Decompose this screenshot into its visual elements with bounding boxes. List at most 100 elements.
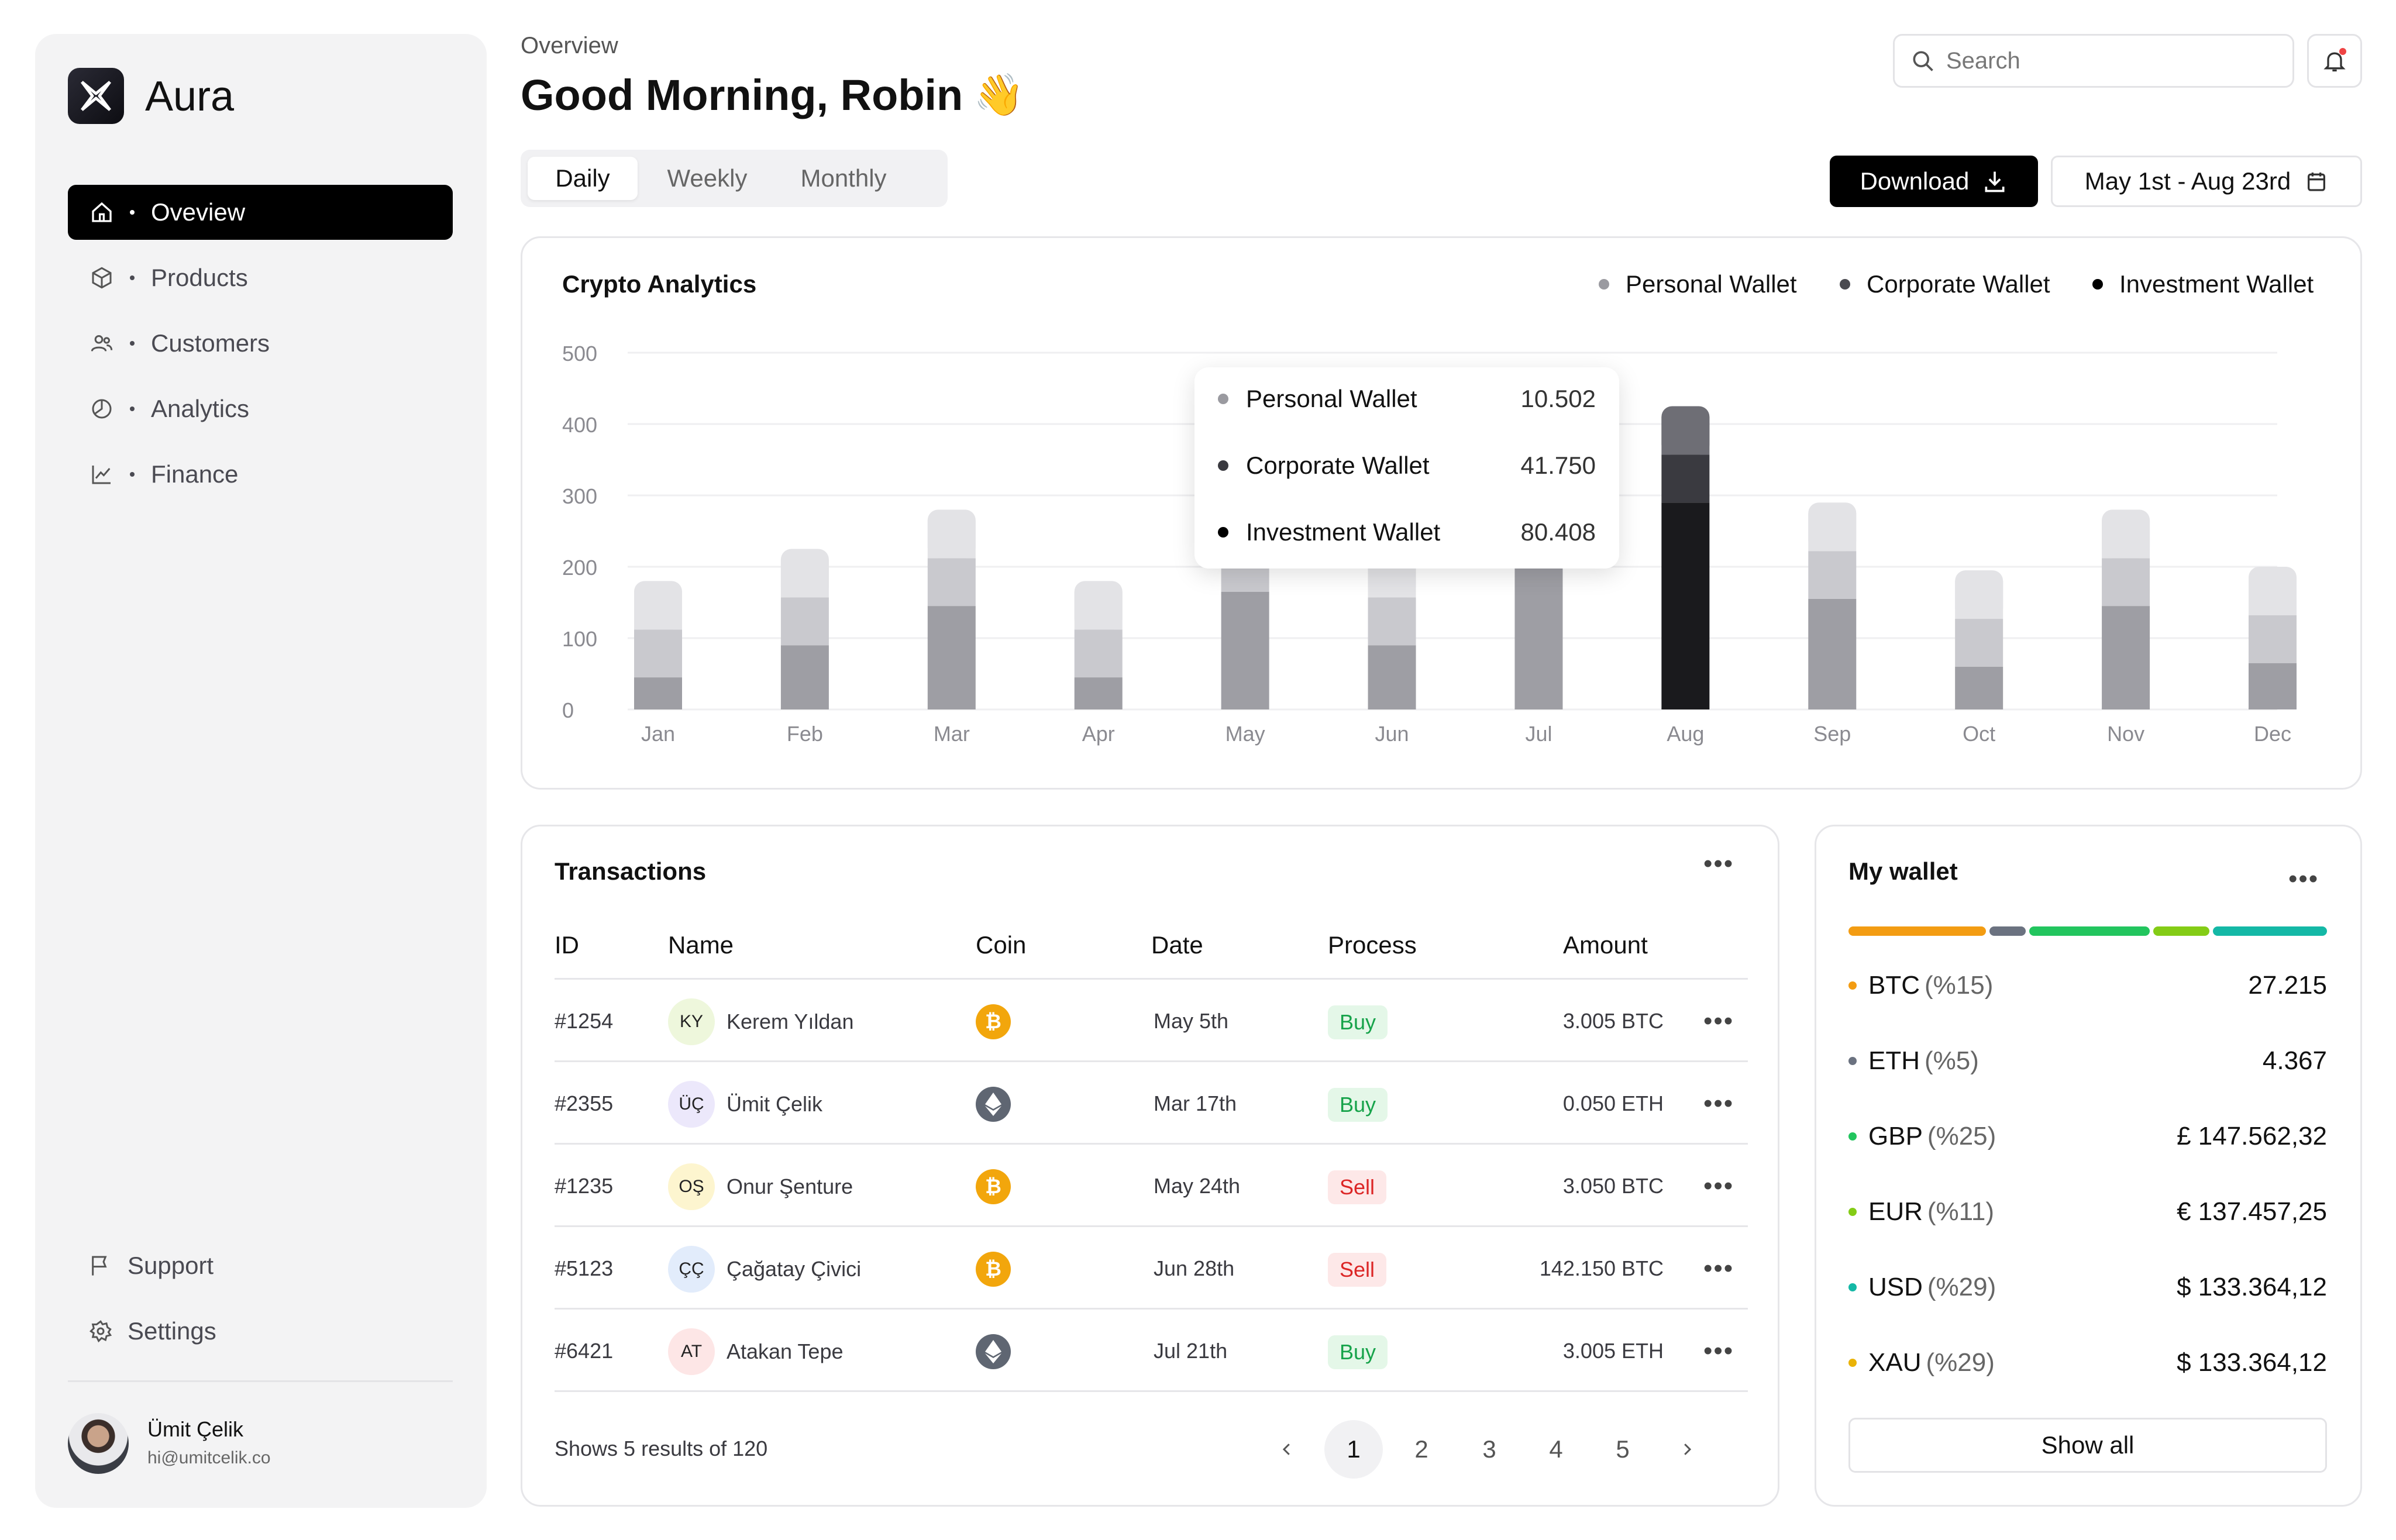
wallet-row[interactable]: ETH (%5) 4.367 [1848,1046,2327,1076]
transactions-more-icon[interactable]: ••• [1703,849,1734,878]
aura-logo-icon[interactable] [68,68,124,124]
page-3[interactable]: 3 [1482,1435,1496,1463]
page-4[interactable]: 4 [1549,1435,1563,1463]
currency-code: ETH [1868,1046,1920,1075]
wallet-bar-segment [2153,926,2209,936]
currency-code: XAU [1868,1348,1922,1377]
row-divider [555,1308,1748,1310]
process-badge: Buy [1328,1088,1388,1122]
bar-investment [634,677,682,709]
tab-daily[interactable]: Daily [528,157,638,200]
header-divider [555,978,1748,980]
process-badge: Buy [1328,1005,1388,1039]
currency-amount: $ 133.364,12 [2177,1348,2327,1377]
row-more-icon[interactable]: ••• [1703,1172,1734,1200]
bar-investment [1514,567,1563,709]
y-tick-label: 400 [562,413,597,437]
col-coin: Coin [976,931,1027,959]
sidebar-item-settings[interactable]: Settings [88,1317,216,1345]
wallet-more-icon[interactable]: ••• [2288,864,2319,893]
show-all-button[interactable]: Show all [1848,1418,2327,1473]
sidebar-item-finance[interactable]: Finance [68,447,453,502]
sidebar-item-customers[interactable]: Customers [68,316,453,371]
currency-dot [1848,1208,1857,1216]
notification-button[interactable] [2307,34,2362,88]
bar-investment [2249,663,2297,709]
wallet-row[interactable]: GBP (%25) £ 147.562,32 [1848,1122,2327,1151]
tx-name-label: Kerem Yıldan [727,1010,854,1033]
y-tick-label: 200 [562,556,597,580]
bitcoin-icon: ₿ [976,1169,1011,1204]
y-tick-label: 300 [562,484,597,508]
tx-id: #1254 [555,1009,614,1033]
chevron-right-icon [1684,1443,1692,1455]
bar-corporate [780,597,829,646]
sidebar-item-products[interactable]: Products [68,250,453,305]
y-tick-label: 500 [562,342,597,366]
tab-weekly[interactable]: Weekly [667,164,748,192]
wallet-title: My wallet [1848,857,1958,885]
row-more-icon[interactable]: ••• [1703,1336,1734,1365]
page-1[interactable]: 1 [1324,1420,1383,1479]
x-tick-label: Jul [1525,722,1552,746]
x-tick-label: Feb [787,722,823,746]
y-tick-label: 0 [562,698,574,722]
bar-corporate [1074,629,1123,678]
currency-amount: € 137.457,25 [2177,1197,2327,1226]
currency-dot [1848,1359,1857,1367]
currency-pct: (%29) [1926,1348,1995,1377]
brand-name: Aura [145,73,235,120]
sidebar-item-overview[interactable]: Oveview [68,185,453,240]
page-5[interactable]: 5 [1616,1435,1630,1463]
x-tick-label: Nov [2107,722,2144,746]
user-avatar[interactable] [68,1413,129,1474]
x-tick-label: Jun [1375,722,1409,746]
transactions-card [521,825,1779,1507]
process-badge: Sell [1328,1253,1387,1287]
sidebar-item-analytics[interactable]: Analytics [68,381,453,436]
x-tick-label: Sep [1813,722,1851,746]
bar-investment [1221,591,1269,709]
tx-coin: ₿ [976,1252,1011,1287]
user-email: hi@umitcelik.co [147,1448,271,1467]
currency-pct: (%11) [1927,1197,1995,1226]
prev-page-button[interactable] [1258,1420,1316,1479]
ethereum-icon [976,1334,1011,1369]
col-amount: Amount [1563,931,1648,959]
legend-corporate: Corporate Wallet [1840,270,2050,298]
tooltip-label: Personal Wallet [1246,385,1417,412]
x-tick-label: Dec [2254,722,2291,746]
bar-investment [1368,645,1416,709]
download-button[interactable]: Download [1830,156,2038,207]
search-input[interactable]: Search [1893,34,2294,88]
bitcoin-icon: ₿ [976,1004,1011,1039]
page-2[interactable]: 2 [1414,1435,1428,1463]
tx-coin: ₿ [976,1004,1011,1039]
tx-name: ÜÇ Ümit Çelik [668,1081,822,1128]
tx-coin [976,1087,1011,1122]
wallet-row[interactable]: EUR (%11) € 137.457,25 [1848,1197,2327,1227]
bar-corporate [2102,558,2150,607]
row-more-icon[interactable]: ••• [1703,1254,1734,1283]
wallet-row[interactable]: XAU (%29) $ 133.364,12 [1848,1348,2327,1377]
tooltip-row-personal: Personal Wallet 10.502 [1218,385,1596,413]
wallet-bar-segment [2029,926,2150,936]
bar-personal-fill [780,559,829,598]
tab-monthly[interactable]: Monthly [800,164,887,192]
chart-tooltip: Personal Wallet 10.502 Corporate Wallet 41… [1194,367,1619,569]
col-date: Date [1151,931,1203,959]
next-page-button[interactable] [1658,1420,1716,1479]
chart-title: Crypto Analytics [562,270,757,298]
currency-amount: 4.367 [2262,1046,2327,1075]
gear-icon [88,1318,113,1344]
row-more-icon[interactable]: ••• [1703,1007,1734,1035]
bar-corporate [2249,615,2297,663]
tx-id: #6421 [555,1339,614,1363]
date-range-picker[interactable]: May 1st - Aug 23rd [2051,156,2362,207]
wallet-row[interactable]: USD (%29) $ 133.364,12 [1848,1273,2327,1302]
sidebar-item-support[interactable]: Support [88,1252,214,1280]
bar-investment [780,645,829,709]
wallet-row[interactable]: BTC (%15) 27.215 [1848,971,2327,1000]
page-title: Good Morning, Robin 👋 [521,70,1024,120]
row-more-icon[interactable]: ••• [1703,1089,1734,1118]
